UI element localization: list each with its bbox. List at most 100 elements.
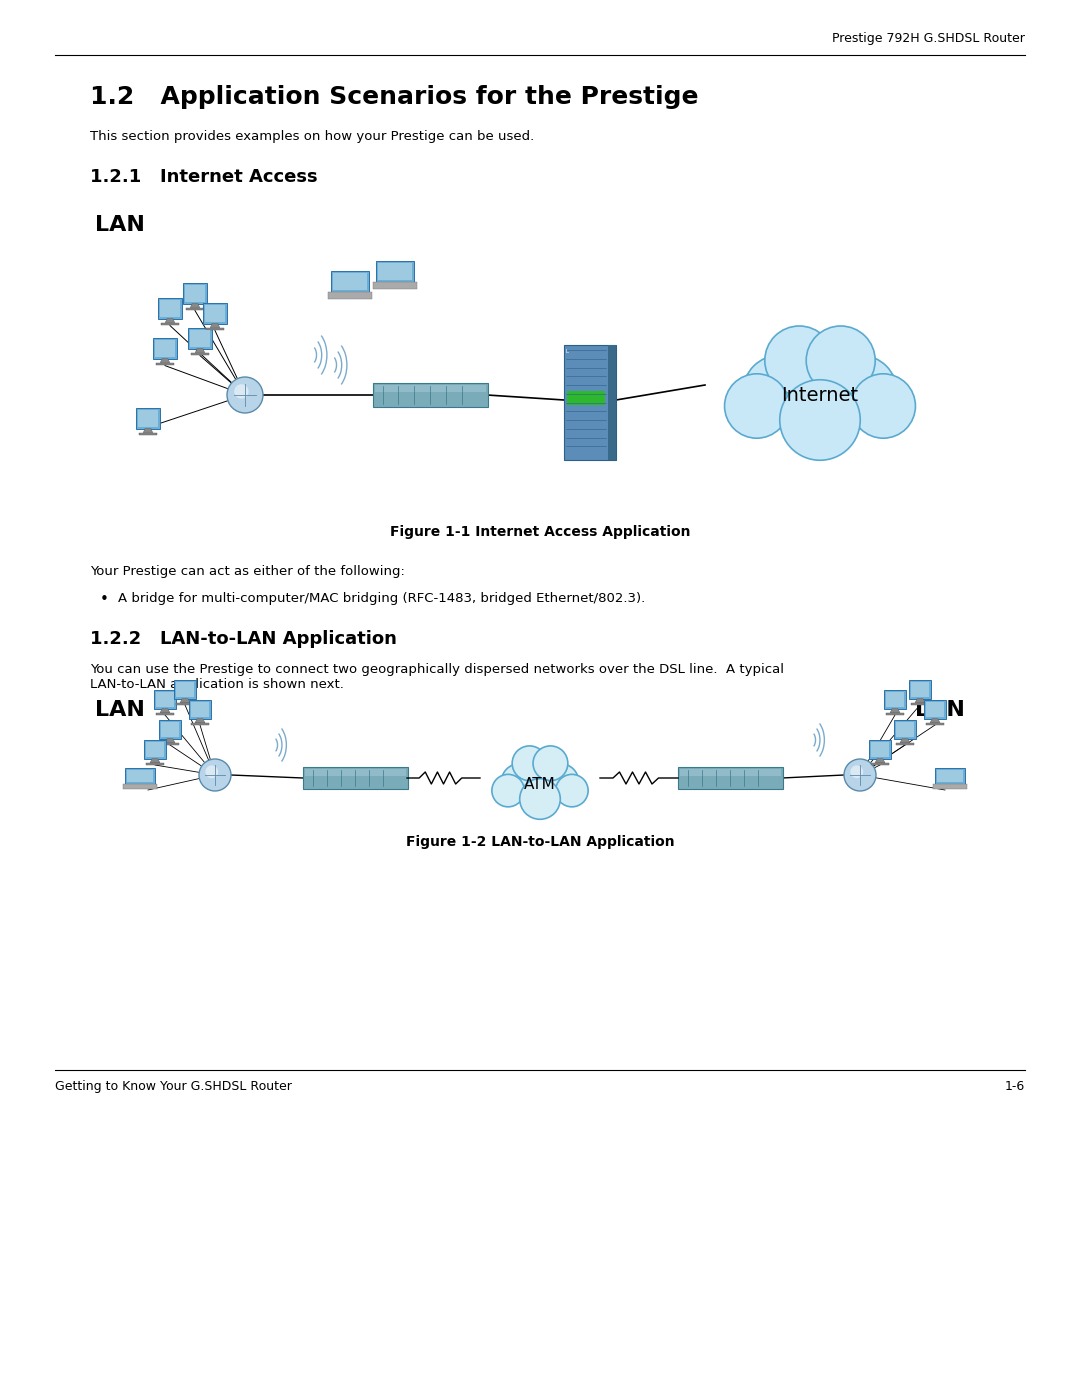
Polygon shape: [195, 718, 205, 724]
Text: Figure 1-1 Internet Access Application: Figure 1-1 Internet Access Application: [390, 525, 690, 539]
Circle shape: [227, 377, 264, 414]
Circle shape: [199, 759, 231, 791]
Circle shape: [519, 778, 561, 819]
Bar: [885, 690, 906, 708]
Bar: [153, 338, 177, 359]
Text: Figure 1-2 LAN-to-LAN Application: Figure 1-2 LAN-to-LAN Application: [406, 835, 674, 849]
Polygon shape: [165, 319, 175, 323]
Polygon shape: [915, 698, 924, 703]
Bar: [378, 263, 411, 279]
Bar: [127, 770, 153, 782]
Bar: [373, 383, 487, 407]
Bar: [156, 339, 175, 356]
Polygon shape: [900, 739, 910, 743]
Bar: [203, 303, 227, 324]
Text: LAN: LAN: [95, 215, 145, 235]
Bar: [886, 692, 904, 707]
Bar: [160, 299, 180, 317]
Polygon shape: [160, 708, 170, 712]
Text: ATM: ATM: [524, 777, 556, 792]
Polygon shape: [190, 303, 200, 309]
Circle shape: [777, 334, 864, 422]
Polygon shape: [886, 712, 904, 714]
Bar: [935, 767, 966, 784]
Bar: [894, 719, 916, 739]
Text: 1.2.1   Internet Access: 1.2.1 Internet Access: [90, 168, 318, 186]
Bar: [205, 305, 225, 321]
Polygon shape: [146, 763, 164, 764]
Bar: [677, 767, 783, 789]
Text: LAN: LAN: [95, 700, 145, 719]
Bar: [189, 700, 211, 718]
Bar: [185, 285, 205, 302]
Polygon shape: [160, 359, 170, 363]
Bar: [156, 692, 174, 707]
Bar: [933, 784, 968, 789]
Polygon shape: [156, 712, 174, 714]
Bar: [146, 742, 164, 757]
Text: You can use the Prestige to connect two geographically dispersed networks over t: You can use the Prestige to connect two …: [90, 664, 784, 692]
Bar: [376, 261, 414, 282]
Bar: [174, 680, 195, 698]
Circle shape: [765, 326, 834, 395]
Circle shape: [542, 764, 579, 800]
Bar: [567, 391, 605, 405]
Polygon shape: [165, 739, 175, 743]
Circle shape: [851, 374, 916, 439]
Polygon shape: [186, 309, 204, 310]
Polygon shape: [191, 353, 210, 355]
Bar: [896, 722, 914, 736]
Polygon shape: [890, 708, 900, 712]
Bar: [125, 767, 156, 784]
Bar: [330, 271, 369, 292]
Bar: [161, 722, 179, 736]
Polygon shape: [912, 703, 929, 704]
Circle shape: [534, 746, 568, 781]
Circle shape: [501, 764, 538, 800]
Bar: [302, 767, 407, 789]
Text: •: •: [100, 592, 109, 608]
Circle shape: [843, 759, 876, 791]
Polygon shape: [180, 698, 190, 703]
Bar: [374, 282, 417, 289]
Circle shape: [491, 774, 525, 807]
Polygon shape: [896, 743, 914, 745]
Circle shape: [780, 380, 861, 460]
Polygon shape: [161, 323, 179, 326]
Bar: [144, 740, 166, 759]
Bar: [912, 682, 929, 697]
Polygon shape: [206, 328, 224, 330]
Polygon shape: [926, 724, 944, 725]
Circle shape: [205, 766, 218, 778]
Bar: [191, 703, 210, 717]
Polygon shape: [143, 429, 153, 433]
Polygon shape: [150, 759, 160, 763]
Bar: [608, 345, 616, 460]
Polygon shape: [161, 743, 179, 745]
Text: 1.2.2   LAN-to-LAN Application: 1.2.2 LAN-to-LAN Application: [90, 630, 396, 648]
Circle shape: [555, 774, 589, 807]
Bar: [375, 386, 486, 393]
Text: L: L: [566, 349, 569, 353]
Text: Prestige 792H G.SHDSL Router: Prestige 792H G.SHDSL Router: [832, 32, 1025, 45]
Bar: [564, 345, 616, 460]
Circle shape: [512, 746, 546, 781]
Bar: [154, 690, 176, 708]
Bar: [190, 330, 210, 346]
Bar: [333, 274, 367, 291]
Circle shape: [823, 355, 897, 429]
Circle shape: [743, 355, 816, 429]
Text: Internet: Internet: [782, 386, 859, 405]
Polygon shape: [870, 763, 889, 764]
Bar: [183, 282, 207, 303]
Bar: [136, 408, 160, 429]
Bar: [869, 740, 891, 759]
Circle shape: [234, 384, 248, 398]
Text: A bridge for multi-computer/MAC bridging (RFC-1483, bridged Ethernet/802.3).: A bridge for multi-computer/MAC bridging…: [118, 592, 645, 605]
Text: 1.2   Application Scenarios for the Prestige: 1.2 Application Scenarios for the Presti…: [90, 85, 699, 109]
Polygon shape: [195, 349, 205, 353]
Bar: [870, 742, 889, 757]
Bar: [926, 703, 944, 717]
Bar: [909, 680, 931, 698]
Bar: [188, 328, 212, 349]
